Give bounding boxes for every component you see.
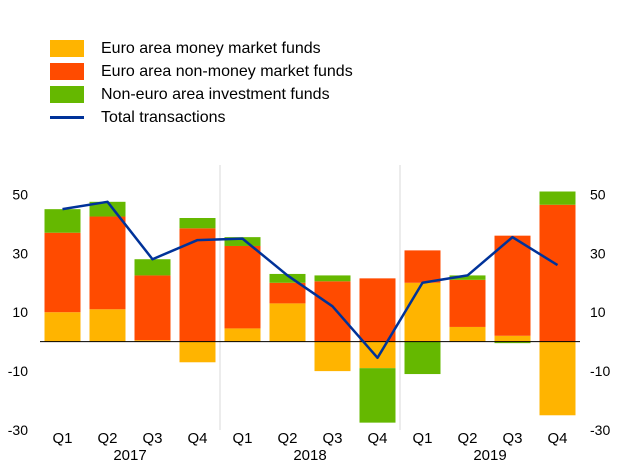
bar-segment-2-q1-5 (224, 245, 261, 329)
bar-segment-3-q3-7 (314, 275, 351, 282)
x-tick-label: Q2 (97, 430, 117, 447)
legend-swatch-mmf (50, 40, 84, 57)
y-tick-label-right: -10 (590, 363, 610, 379)
y-tick-label-right: -30 (590, 422, 610, 438)
bar-segment-3-q3-3 (134, 259, 171, 276)
x-tick-label: Q4 (187, 430, 207, 447)
bar-segment-1-q4-8 (359, 341, 396, 369)
bar-segment-2-q4-4 (179, 228, 216, 342)
year-label: 2017 (113, 447, 146, 464)
x-tick-label: Q3 (322, 430, 342, 447)
bar-segment-3-q2-10 (449, 275, 486, 280)
y-tick-label-left: -10 (8, 363, 28, 379)
x-tick-label: Q4 (367, 430, 387, 447)
x-tick-label: Q3 (502, 430, 522, 447)
x-tick-label: Q4 (547, 430, 567, 447)
bar-segment-1-q2-10 (449, 326, 486, 342)
legend-item-nonmmf: Euro area non-money market funds (50, 60, 353, 83)
bar-segment-1-q1-9 (404, 282, 441, 342)
x-tick-label: Q2 (277, 430, 297, 447)
legend-swatch-nonmmf (50, 63, 84, 80)
total-transactions-line (62, 200, 559, 360)
y-tick-label-left: 10 (12, 304, 28, 320)
x-tick-label: Q1 (52, 430, 72, 447)
bar-segment-1-q4-12 (539, 341, 576, 416)
bar-segment-1-q4-4 (179, 341, 216, 363)
y-tick-label-left: -30 (8, 422, 28, 438)
bar-segment-3-q4-8 (359, 368, 396, 423)
bar-segment-2-q2-2 (89, 216, 126, 310)
legend-item-noneuro: Non-euro area investment funds (50, 83, 353, 106)
bar-segment-2-q1-1 (44, 232, 81, 313)
bar-segment-2-q4-8 (359, 278, 396, 342)
bar-segment-3-q1-1 (44, 209, 81, 233)
year-label: 2018 (293, 447, 326, 464)
bar-segment-1-q2-2 (89, 309, 126, 342)
bar-segment-3-q1-5 (224, 237, 261, 246)
bar-segment-2-q2-10 (449, 279, 486, 327)
x-tick-label: Q1 (232, 430, 252, 447)
x-tick-label: Q1 (412, 430, 432, 447)
y-tick-label-left: 30 (12, 245, 28, 261)
legend-label-noneuro: Non-euro area investment funds (101, 85, 330, 103)
bar-segment-2-q3-3 (134, 275, 171, 341)
legend-item-mmf: Euro area money market funds (50, 37, 353, 60)
legend-swatch-noneuro (50, 86, 84, 103)
legend: Euro area money market funds Euro area n… (50, 37, 353, 129)
bar-segment-3-q2-6 (269, 273, 306, 283)
legend-label-mmf: Euro area money market funds (101, 39, 321, 57)
y-tick-label-right: 10 (590, 304, 606, 320)
bar-segment-2-q2-6 (269, 282, 306, 304)
y-tick-label-right: 50 (590, 186, 606, 202)
bar-segment-1-q1-5 (224, 328, 261, 342)
bar-segment-1-q3-3 (134, 340, 171, 342)
bar-segment-2-q1-9 (404, 250, 441, 283)
bar-segment-3-q1-9 (404, 341, 441, 375)
legend-label-total: Total transactions (101, 108, 226, 126)
bar-segment-2-q3-11 (494, 235, 531, 336)
bar-segment-1-q3-7 (314, 341, 351, 372)
y-tick-label-right: 30 (590, 245, 606, 261)
bar-segment-2-q4-12 (539, 204, 576, 342)
bar-segment-1-q1-1 (44, 312, 81, 342)
legend-swatch-total (50, 116, 84, 119)
x-tick-label: Q3 (142, 430, 162, 447)
legend-item-total: Total transactions (50, 106, 353, 129)
bar-segment-3-q4-12 (539, 191, 576, 205)
year-label: 2019 (473, 447, 506, 464)
bar-segment-3-q4-4 (179, 218, 216, 229)
bar-segment-2-q3-7 (314, 281, 351, 342)
legend-label-nonmmf: Euro area non-money market funds (101, 62, 353, 80)
y-tick-label-left: 50 (12, 186, 28, 202)
bar-segment-1-q2-6 (269, 303, 306, 342)
bar-segment-3-q3-11 (494, 341, 531, 344)
x-tick-label: Q2 (457, 430, 477, 447)
bar-segment-1-q3-11 (494, 335, 531, 342)
